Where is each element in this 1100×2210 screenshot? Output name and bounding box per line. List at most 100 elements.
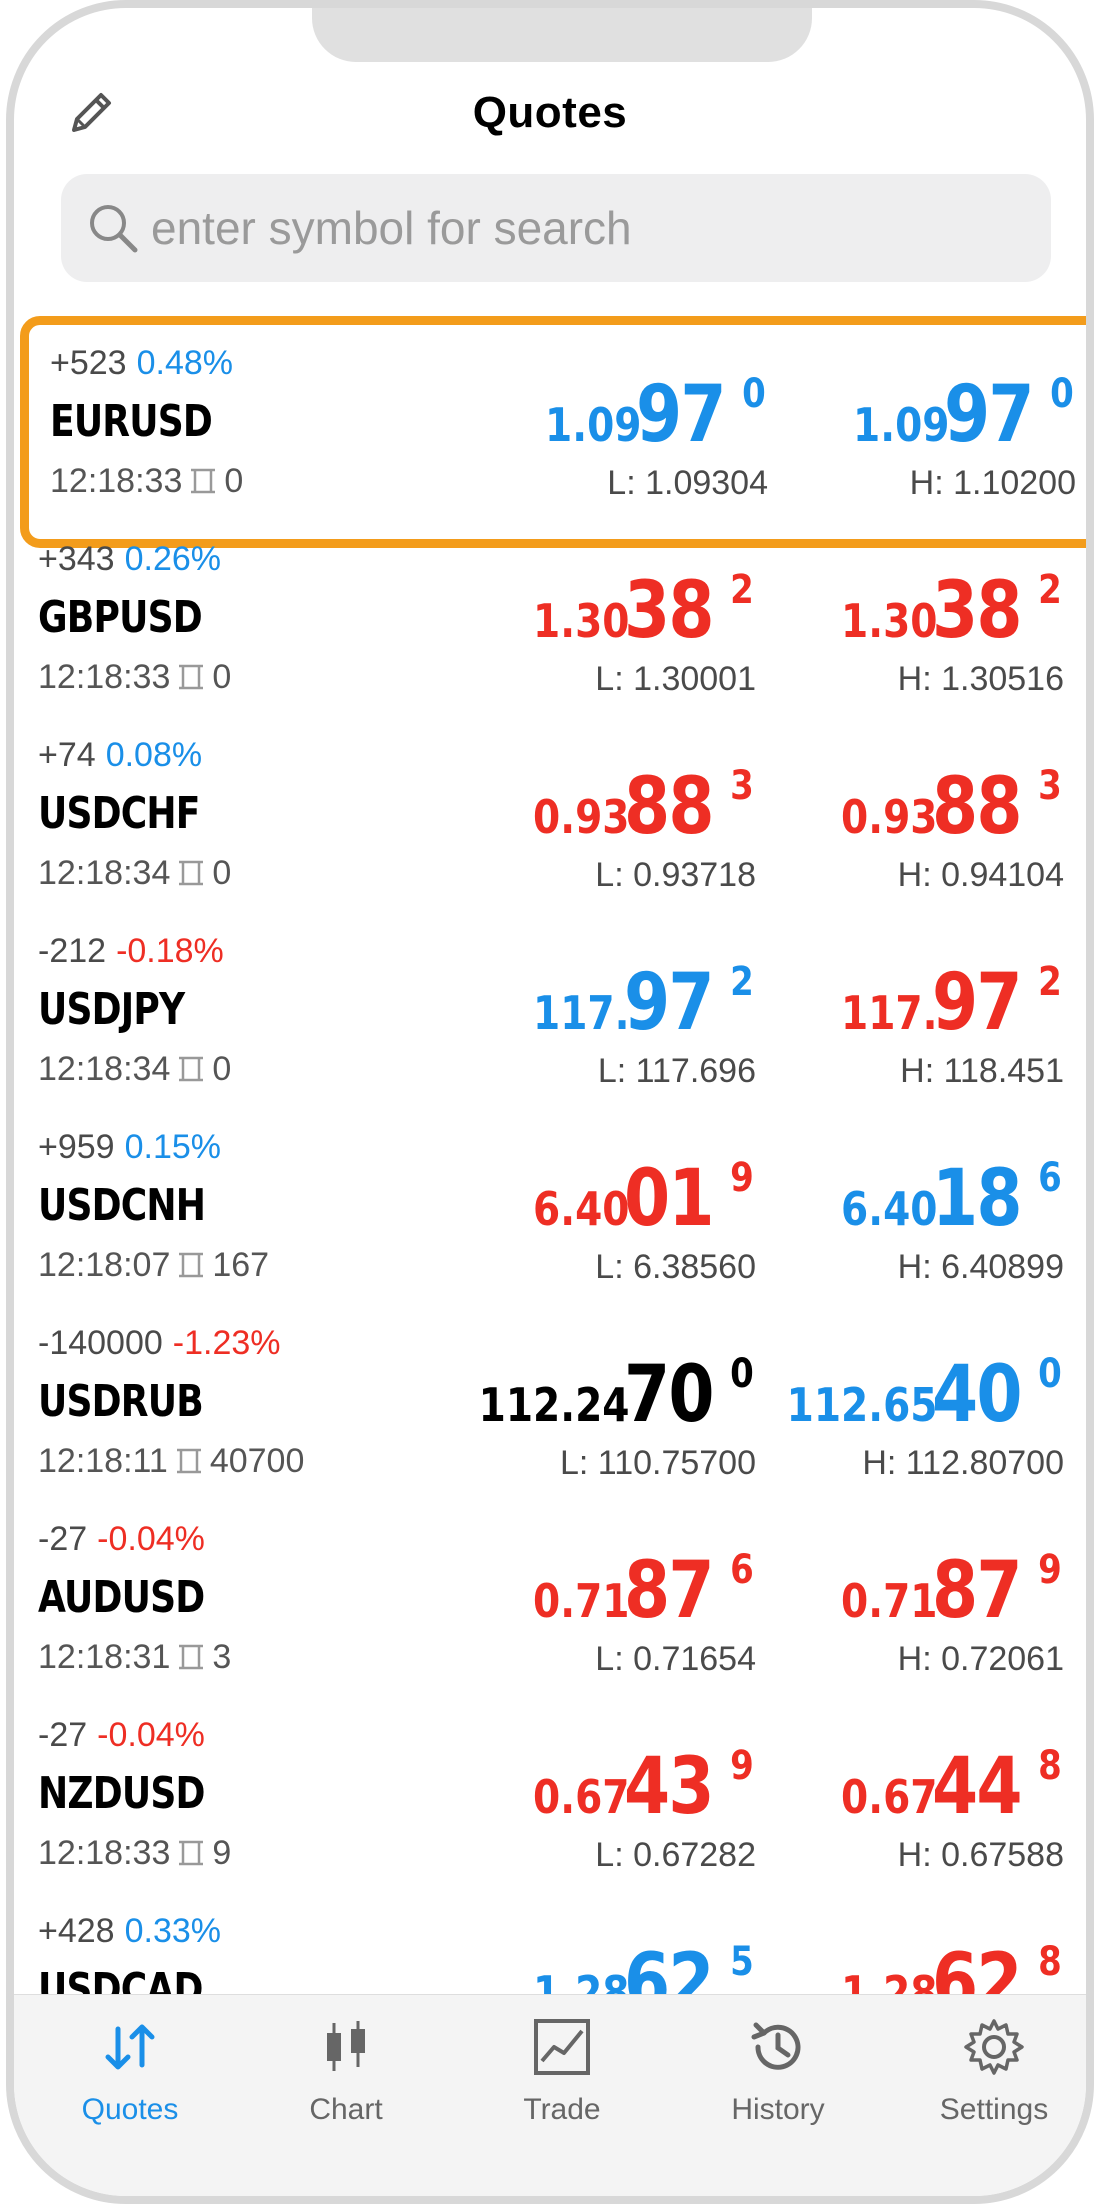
quote-row-audusd[interactable]: -27 -0.04% AUDUSD 12:18:31 3 0.7187 6 0.71…: [14, 1494, 1086, 1690]
spread-value: 0: [212, 854, 232, 892]
spread-value: 0: [212, 1050, 232, 1088]
tab-chart[interactable]: Chart: [246, 2015, 446, 2127]
change-percent: 0.08%: [105, 736, 203, 774]
ask-price-fraction: 8: [1038, 1939, 1062, 1985]
low-price: L: 110.75700: [560, 1444, 756, 1482]
bid-price-fraction: 3: [730, 763, 754, 809]
spread-value: 3: [212, 1638, 232, 1676]
quote-time: 12:18:31: [38, 1638, 171, 1676]
spread-value: 9: [212, 1834, 232, 1872]
quote-row-usdcnh[interactable]: +959 0.15% USDCNH 12:18:07 167 6.4001 9 6.…: [14, 1102, 1086, 1298]
spread-icon: [179, 664, 204, 690]
bid-price-major: 0.71: [533, 1574, 630, 1628]
quote-meta: 12:18:31 3: [38, 1638, 231, 1677]
high-price: H: 0.72061: [897, 1640, 1064, 1678]
tab-history[interactable]: History: [678, 2015, 878, 2127]
bid-price-pips: 97: [623, 958, 715, 1048]
ask-price-fraction: 8: [1038, 1743, 1062, 1789]
search-bar[interactable]: [61, 174, 1051, 282]
symbol-name: GBPUSD: [38, 592, 203, 643]
change-percent: 0.33%: [124, 1912, 221, 1950]
bid-price-major: 1.09: [545, 398, 642, 452]
change-points: +343: [38, 540, 115, 578]
ask-price-major: 0.71: [841, 1574, 938, 1628]
quote-row-gbpusd[interactable]: +343 0.26% GBPUSD 12:18:33 0 1.3038 2 1.30…: [14, 514, 1086, 710]
spread-icon: [176, 1448, 201, 1474]
gear-icon: [964, 2019, 1024, 2075]
ask-price-fraction: 2: [1038, 567, 1062, 613]
ask-price-fraction: 3: [1038, 763, 1062, 809]
bid-price-pips: 43: [623, 1742, 715, 1832]
bid-price: 1.3038 2: [516, 566, 756, 656]
high-price: H: 0.94104: [897, 856, 1064, 894]
change-points: +523: [50, 344, 127, 382]
quote-row-usdjpy[interactable]: -212 -0.18% USDJPY 12:18:34 0 117.97 2 117…: [14, 906, 1086, 1102]
bid-price-major: 112.24: [478, 1378, 630, 1432]
candlestick-chart-icon: [327, 2021, 365, 2071]
ask-price-major: 117.: [841, 986, 938, 1040]
quote-time: 12:18:11: [38, 1442, 168, 1480]
low-price: L: 6.38560: [595, 1248, 756, 1286]
quote-time: 12:18:33: [38, 658, 171, 696]
tab-label: Settings: [939, 2093, 1049, 2126]
tab-label: History: [731, 2093, 825, 2126]
ask-price-major: 1.30: [841, 594, 938, 648]
quote-list: +523 0.48% EURUSD 12:18:33 0 1.0997 0 1.09…: [14, 316, 1086, 2082]
ask-price-major: 0.67: [841, 1770, 938, 1824]
high-price: H: 0.67588: [897, 1836, 1064, 1874]
low-price: L: 1.30001: [595, 660, 756, 698]
bid-price-pips: 01: [623, 1154, 715, 1244]
tab-trade[interactable]: Trade: [462, 2015, 662, 2127]
change-percent: -0.04%: [97, 1716, 205, 1754]
symbol-name: USDRUB: [38, 1376, 204, 1427]
ask-price-fraction: 0: [1050, 371, 1074, 417]
spread-icon: [179, 1644, 204, 1670]
symbol-name: USDJPY: [38, 984, 185, 1035]
quote-meta: 12:18:07 167: [38, 1246, 269, 1285]
tab-label: Trade: [523, 2093, 601, 2126]
search-input[interactable]: [151, 174, 1031, 282]
quote-meta: 12:18:34 0: [38, 1050, 231, 1089]
bid-price-pips: 87: [623, 1546, 715, 1636]
change-info: -212 -0.18%: [38, 932, 224, 971]
quote-row-usdrub[interactable]: -140000 -1.23% USDRUB 12:18:11 40700 112.…: [14, 1298, 1086, 1494]
tab-settings[interactable]: Settings: [894, 2015, 1086, 2127]
edit-pencil-icon[interactable]: [64, 84, 120, 140]
high-price: H: 112.80700: [862, 1444, 1064, 1482]
ask-price: 1.3038 2: [824, 566, 1064, 656]
low-price: L: 1.09304: [607, 464, 768, 502]
change-percent: -1.23%: [172, 1324, 281, 1362]
ask-price: 117.97 2: [824, 958, 1064, 1048]
low-price: L: 0.67282: [595, 1836, 756, 1874]
quote-row-usdchf[interactable]: +74 0.08% USDCHF 12:18:34 0 0.9388 3 0.938…: [14, 710, 1086, 906]
change-points: +74: [38, 736, 96, 774]
trade-chart-icon: [534, 2019, 590, 2075]
bid-price-major: 6.40: [533, 1182, 630, 1236]
change-percent: 0.26%: [124, 540, 221, 578]
spread-value: 167: [212, 1246, 270, 1284]
ask-price: 0.9388 3: [824, 762, 1064, 852]
low-price: L: 117.696: [597, 1052, 756, 1090]
change-percent: 0.48%: [136, 344, 233, 382]
spread-value: 0: [212, 658, 232, 696]
ask-price-fraction: 9: [1038, 1547, 1062, 1593]
tab-label: Quotes: [81, 2093, 179, 2126]
spread-value: 0: [224, 462, 244, 500]
bid-price-fraction: 9: [730, 1155, 754, 1201]
quote-row-eurusd[interactable]: +523 0.48% EURUSD 12:18:33 0 1.0997 0 1.09…: [14, 316, 1086, 548]
change-percent: -0.04%: [97, 1520, 205, 1558]
ask-price: 0.6744 8: [824, 1742, 1064, 1832]
bid-price: 117.97 2: [516, 958, 756, 1048]
change-points: -27: [38, 1520, 88, 1558]
device-notch: [312, 8, 812, 62]
ask-price: 112.6540 0: [760, 1350, 1064, 1440]
bid-price-fraction: 9: [730, 1743, 754, 1789]
tab-quotes[interactable]: Quotes: [30, 2015, 230, 2127]
bid-price-fraction: 0: [730, 1351, 754, 1397]
ask-price-fraction: 2: [1038, 959, 1062, 1005]
quote-row-nzdusd[interactable]: -27 -0.04% NZDUSD 12:18:33 9 0.6743 9 0.67…: [14, 1690, 1086, 1886]
symbol-name: USDCNH: [38, 1180, 206, 1231]
change-info: -27 -0.04%: [38, 1716, 205, 1755]
bid-price-major: 117.: [533, 986, 630, 1040]
